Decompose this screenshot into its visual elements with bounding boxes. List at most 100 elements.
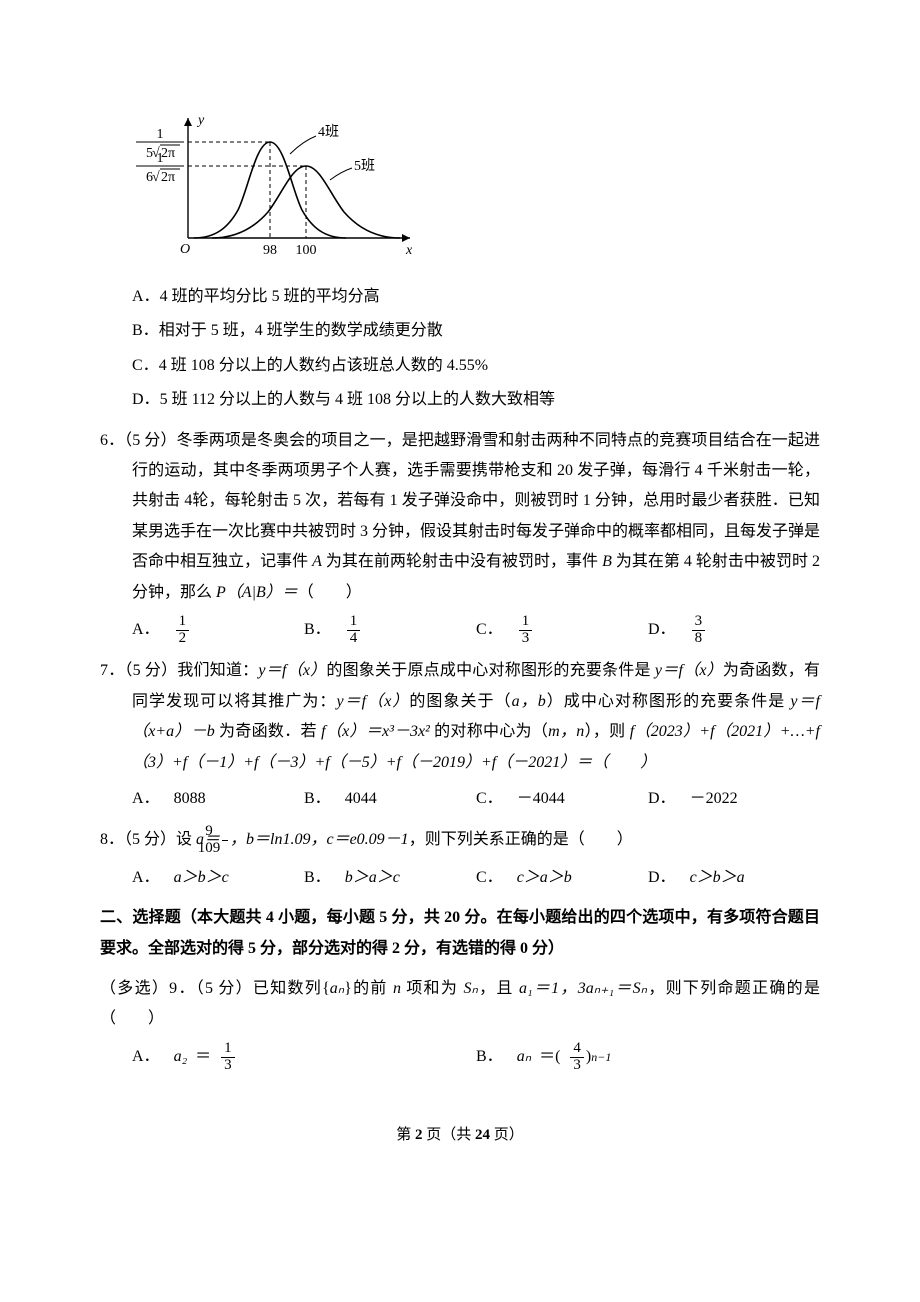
svg-text:1: 1 xyxy=(157,151,164,166)
chart-x-axis-label: x xyxy=(405,243,413,258)
q5-option-b-text: 相对于 5 班，4 班学生的数学成绩更分散 xyxy=(159,322,443,339)
normal-distribution-chart: 1 5 √ 2π 1 6 √ 2π xyxy=(120,110,820,270)
q7-t2: 的图象关于原点成中心对称图形的充要条件是 xyxy=(326,662,655,679)
q7-f1: y＝f（x） xyxy=(258,662,326,679)
svg-text:2π: 2π xyxy=(161,170,175,185)
chart-y-axis-label: y xyxy=(196,113,205,128)
q5-option-b: B．相对于 5 班，4 班学生的数学成绩更分散 xyxy=(100,316,820,346)
q7-option-a: A． 8088 xyxy=(132,784,304,814)
q6-text2: 为其在前两轮射击中没有被罚时，事件 xyxy=(322,553,602,570)
chart-label-5ban: 5班 xyxy=(354,158,375,174)
q7-stem: 7．（5 分）我们知道：y＝f（x）的图象关于原点成中心对称图形的充要条件是 y… xyxy=(100,656,820,778)
q6-opt-c-label: C． xyxy=(476,615,503,645)
q8-oa-v: a＞b＞c xyxy=(174,863,229,893)
footer-b: 页（共 xyxy=(422,1127,475,1143)
q7-f5: f（x）＝x³－3x² xyxy=(321,723,430,740)
q7-mn: m，n xyxy=(548,723,584,740)
q7-oc-v: －4044 xyxy=(517,784,565,814)
q7-od-v: －2022 xyxy=(690,784,738,814)
q9-sn: Sₙ xyxy=(463,980,477,997)
q6-opt-d-label: D． xyxy=(648,615,676,645)
q8-options: A． a＞b＞c B． b＞a＞c C． c＞a＞b D．c＞b＞a xyxy=(132,863,820,893)
q7-oc-l: C． xyxy=(476,784,503,814)
q6-opt-d-den: 8 xyxy=(692,631,706,647)
q8-anum: 9 xyxy=(222,824,228,841)
q8-oc-l: C． xyxy=(476,863,503,893)
q9-ob-den: 3 xyxy=(570,1058,584,1074)
page-footer: 第 2 页（共 24 页） xyxy=(100,1121,820,1150)
q9-oa-den: 3 xyxy=(221,1058,235,1074)
q6-opt-c-den: 3 xyxy=(519,631,533,647)
q7-oa-l: A． xyxy=(132,784,160,814)
q7-t7: 的对称中心为（ xyxy=(430,723,548,740)
q8-tail: ，则下列关系正确的是（ ） xyxy=(409,831,633,848)
q9-an: aₙ xyxy=(330,980,344,997)
q7-t5: ）成中心对称图形的充要条件是 xyxy=(546,693,791,710)
q9-option-b: B． aₙ ＝( 43 )n−1 xyxy=(476,1041,820,1074)
q7-t1: 我们知道： xyxy=(177,662,258,679)
q8-oa-l: A． xyxy=(132,863,160,893)
q9-m1: }的前 xyxy=(344,980,393,997)
q9-n: n xyxy=(393,980,401,997)
q6-option-c: C．13 xyxy=(476,614,648,647)
q6-text1: 冬季两项是冬奥会的项目之一，是把越野滑雪和射击两种不同特点的竞赛项目结合在一起进… xyxy=(132,432,820,571)
q8-oc-v: c＞a＞b xyxy=(517,863,572,893)
q7-t4: 的图象关于（ xyxy=(409,693,511,710)
svg-text:√: √ xyxy=(152,170,160,185)
q9-stem: （多选）9．（5 分）已知数列{aₙ}的前 n 项和为 Sₙ，且 a₁＝1，3a… xyxy=(100,974,820,1035)
q9-ob-eq: ＝( xyxy=(539,1042,560,1072)
footer-c: 页） xyxy=(490,1127,524,1143)
q6-opt-a-label: A． xyxy=(132,615,160,645)
q7-ab: a，b xyxy=(512,693,546,710)
footer-total: 24 xyxy=(475,1127,490,1143)
q9-a1: a₁＝1，3aₙ₊₁＝Sₙ xyxy=(519,980,647,997)
q7-prefix: 7．（5 分） xyxy=(100,662,177,679)
q7-f3: y＝f（x） xyxy=(336,693,409,710)
q9-option-a: A． a₂ ＝ 13 xyxy=(132,1041,476,1074)
q6-opt-b-num: 1 xyxy=(347,614,361,631)
footer-a: 第 xyxy=(396,1127,415,1143)
q8-option-d: D．c＞b＞a xyxy=(648,863,820,893)
q6-option-b: B． 14 xyxy=(304,614,476,647)
svg-text:O: O xyxy=(180,242,190,257)
q8-beq: ，b＝ln1.09，c＝e0.09－1 xyxy=(230,831,409,848)
q8-aden: 109 xyxy=(222,841,228,857)
chart-xtick-100: 100 xyxy=(296,243,317,258)
q7-option-b: B．4044 xyxy=(304,784,476,814)
q6-opt-d-num: 3 xyxy=(692,614,706,631)
q5-option-c: C．4 班 108 分以上的人数约占该班总人数的 4.55% xyxy=(100,351,820,381)
q7-t6: 为奇函数．若 xyxy=(215,723,321,740)
q7-ob-v: 4044 xyxy=(345,784,377,814)
q7-options: A． 8088 B．4044 C． －4044 D． －2022 xyxy=(132,784,820,814)
q8-ob-v: b＞a＞c xyxy=(345,863,400,893)
q7-option-c: C． －4044 xyxy=(476,784,648,814)
q6-opt-b-den: 4 xyxy=(347,631,361,647)
q7-t8: ），则 xyxy=(584,723,629,740)
q8-prefix: 8．（5 分）设 xyxy=(100,831,196,848)
q6-event-a: A xyxy=(312,553,322,570)
q8-stem: 8．（5 分）设 a＝9109，b＝ln1.09，c＝e0.09－1，则下列关系… xyxy=(100,824,820,857)
q7-od-l: D． xyxy=(648,784,676,814)
q9-ob-lhs: aₙ xyxy=(517,1042,531,1072)
q5-option-d: D．5 班 112 分以上的人数与 4 班 108 分以上的人数大致相等 xyxy=(100,385,820,415)
q9-ob-num: 4 xyxy=(570,1041,584,1058)
q5-option-a: A．4 班的平均分比 5 班的平均分高 xyxy=(100,282,820,312)
section2-heading: 二、选择题（本大题共 4 小题，每小题 5 分，共 20 分。在每小题给出的四个… xyxy=(100,903,820,964)
q6-opt-b-label: B． xyxy=(304,615,331,645)
q7-f2: y＝f（x） xyxy=(655,662,723,679)
q9-options: A． a₂ ＝ 13 B． aₙ ＝( 43 )n−1 xyxy=(132,1041,820,1074)
q9-ob-l: B． xyxy=(476,1042,503,1072)
chart-label-4ban: 4班 xyxy=(318,124,339,140)
q9-ob-exp: n−1 xyxy=(591,1046,611,1069)
q6-opt-a-den: 2 xyxy=(176,631,190,647)
q7-oa-v: 8088 xyxy=(174,784,206,814)
q8-od-v: c＞b＞a xyxy=(690,863,745,893)
q8-option-c: C． c＞a＞b xyxy=(476,863,648,893)
q5-option-a-text: 4 班的平均分比 5 班的平均分高 xyxy=(160,288,380,305)
q6-prob: P（A|B）＝ xyxy=(216,584,298,601)
q9-m3: ，且 xyxy=(478,980,519,997)
q6-option-a: A．12 xyxy=(132,614,304,647)
q9-oa-l: A． xyxy=(132,1042,160,1072)
q6-prefix: 6．（5 分） xyxy=(100,432,177,449)
q8-ob-l: B． xyxy=(304,863,331,893)
